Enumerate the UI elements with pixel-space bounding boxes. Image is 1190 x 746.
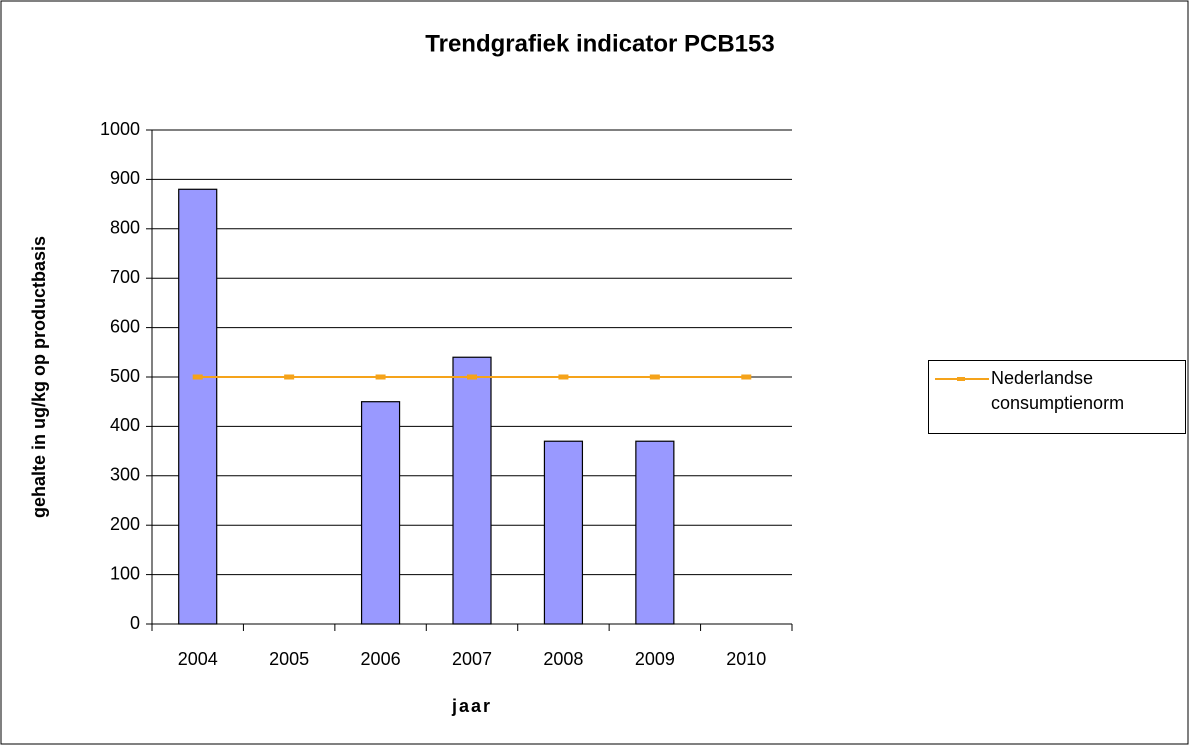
y-tick-label: 500 bbox=[110, 366, 140, 386]
x-axis-label: jaar bbox=[451, 696, 492, 716]
line-marker bbox=[192, 374, 203, 380]
legend: Nederlandse consumptienorm bbox=[928, 360, 1186, 434]
y-tick-label: 400 bbox=[110, 415, 140, 435]
bar bbox=[178, 188, 218, 625]
y-tick-label: 200 bbox=[110, 514, 140, 534]
y-tick-label: 800 bbox=[110, 218, 140, 238]
x-tick-label: 2005 bbox=[269, 649, 309, 669]
line-marker bbox=[284, 374, 295, 380]
y-tick-label: 0 bbox=[130, 613, 140, 633]
bar bbox=[635, 440, 675, 625]
legend-label: Nederlandse consumptienorm bbox=[991, 368, 1125, 413]
x-tick-label: 2009 bbox=[635, 649, 675, 669]
bar bbox=[543, 440, 584, 625]
line-marker bbox=[649, 374, 660, 380]
y-tick-label: 900 bbox=[110, 168, 140, 188]
line-marker bbox=[467, 374, 477, 380]
line-marker bbox=[375, 374, 386, 380]
y-axis-label: gehalte in ug/kg op productbasis bbox=[29, 236, 49, 518]
x-tick-label: 2010 bbox=[726, 649, 766, 669]
y-tick-label: 700 bbox=[110, 267, 140, 287]
line-marker bbox=[558, 374, 569, 380]
y-tick-label: 600 bbox=[110, 316, 140, 336]
chart-title: Trendgrafiek indicator PCB153 bbox=[425, 30, 774, 57]
x-tick-label: 2008 bbox=[543, 649, 583, 669]
y-tick-label: 300 bbox=[110, 465, 140, 485]
x-tick-label: 2007 bbox=[452, 649, 492, 669]
x-tick-label: 2006 bbox=[361, 649, 401, 669]
legend-marker bbox=[957, 377, 965, 381]
y-tick-label: 1000 bbox=[100, 119, 140, 139]
bar bbox=[360, 401, 401, 625]
x-tick-label: 2004 bbox=[178, 649, 218, 669]
y-tick-label: 100 bbox=[110, 563, 140, 583]
line-marker bbox=[741, 374, 752, 380]
bar bbox=[452, 356, 492, 625]
